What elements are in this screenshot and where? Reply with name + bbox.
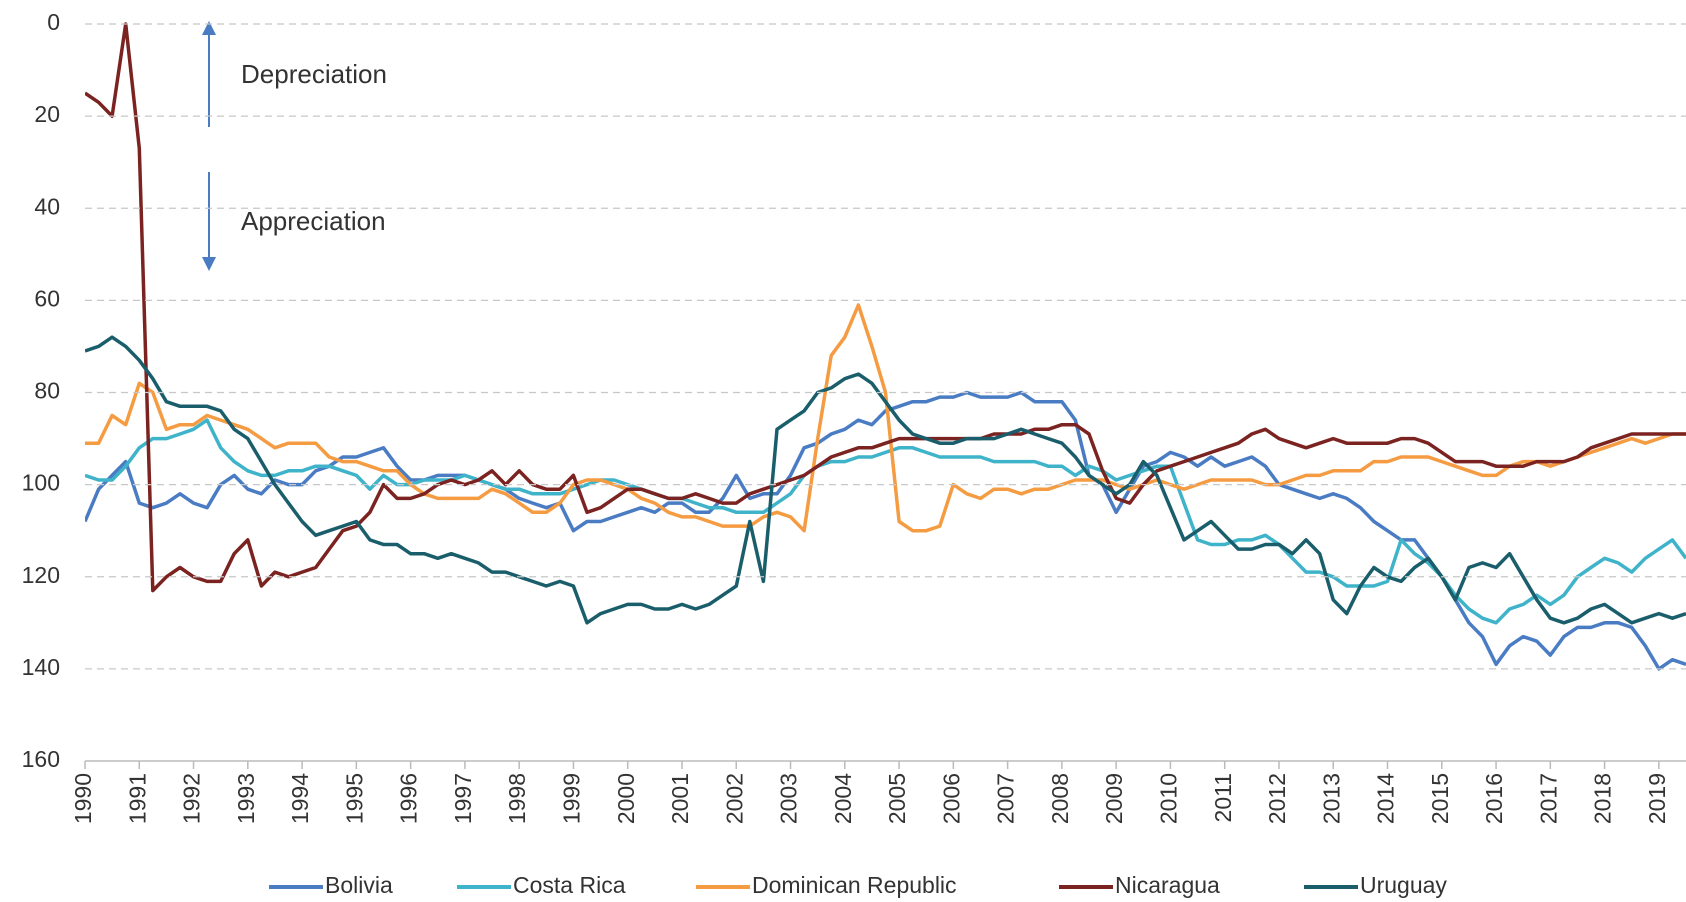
series-line: [85, 335, 1686, 625]
x-tick-label: 2012: [1264, 773, 1290, 824]
y-tick-label: 140: [22, 654, 60, 680]
x-tick-label: 1995: [341, 773, 367, 824]
y-tick-label: 120: [22, 562, 60, 588]
x-tick-label: 1990: [70, 773, 96, 824]
plot-area: [85, 22, 1686, 671]
y-tick-label: 40: [34, 193, 60, 219]
series-line: [85, 22, 1686, 593]
y-tick-label: 20: [34, 101, 60, 127]
series-line: [85, 390, 1686, 671]
x-tick-label: 1997: [450, 773, 476, 824]
legend-item: Uruguay: [1304, 872, 1447, 898]
x-tick-label: 1994: [287, 773, 313, 824]
y-tick-label: 60: [34, 285, 60, 311]
x-tick-label: 2009: [1101, 773, 1127, 824]
annotation: Appreciation: [241, 206, 386, 236]
x-tick-label: 2019: [1644, 773, 1670, 824]
legend-label: Nicaragua: [1115, 872, 1220, 898]
x-tick-label: 1992: [179, 773, 205, 824]
x-tick-label: 2008: [1047, 773, 1073, 824]
x-tick-label: 2018: [1590, 773, 1616, 824]
y-tick-label: 80: [34, 378, 60, 404]
x-tick-label: 1999: [559, 773, 585, 824]
x-tick-label: 2011: [1210, 773, 1236, 822]
legend-label: Uruguay: [1360, 872, 1447, 898]
x-tick-label: 2010: [1156, 773, 1182, 824]
y-tick-label: 0: [47, 9, 60, 35]
x-tick-label: 1993: [233, 773, 259, 824]
x-tick-label: 1991: [124, 773, 150, 824]
x-tick-label: 2003: [776, 773, 802, 824]
series-line: [85, 303, 1686, 533]
x-tick-label: 1996: [396, 773, 422, 824]
legend-item: Costa Rica: [457, 872, 626, 898]
legend-item: Nicaragua: [1059, 872, 1220, 898]
y-tick-label: 100: [22, 470, 60, 496]
x-tick-label: 2014: [1373, 773, 1399, 824]
series-line: [85, 418, 1686, 625]
x-tick-label: 2005: [884, 773, 910, 824]
y-tick-label: 160: [22, 746, 60, 772]
x-tick-label: 2006: [938, 773, 964, 824]
legend-item: Bolivia: [269, 872, 393, 898]
legend-label: Costa Rica: [513, 872, 626, 898]
x-tick-label: 2007: [993, 773, 1019, 824]
legend-label: Bolivia: [325, 872, 393, 898]
legend-label: Dominican Republic: [752, 872, 957, 898]
x-tick-label: 2002: [721, 773, 747, 824]
x-tick-label: 2015: [1427, 773, 1453, 824]
x-tick-label: 2004: [830, 773, 856, 824]
legend-item: Dominican Republic: [696, 872, 957, 898]
x-tick-label: 2013: [1318, 773, 1344, 824]
x-tick-label: 2001: [667, 773, 693, 824]
x-tick-label: 2016: [1481, 773, 1507, 824]
x-tick-label: 1998: [504, 773, 530, 824]
x-tick-label: 2017: [1535, 773, 1561, 824]
x-tick-label: 2000: [613, 773, 639, 824]
annotation: Depreciation: [241, 59, 387, 89]
